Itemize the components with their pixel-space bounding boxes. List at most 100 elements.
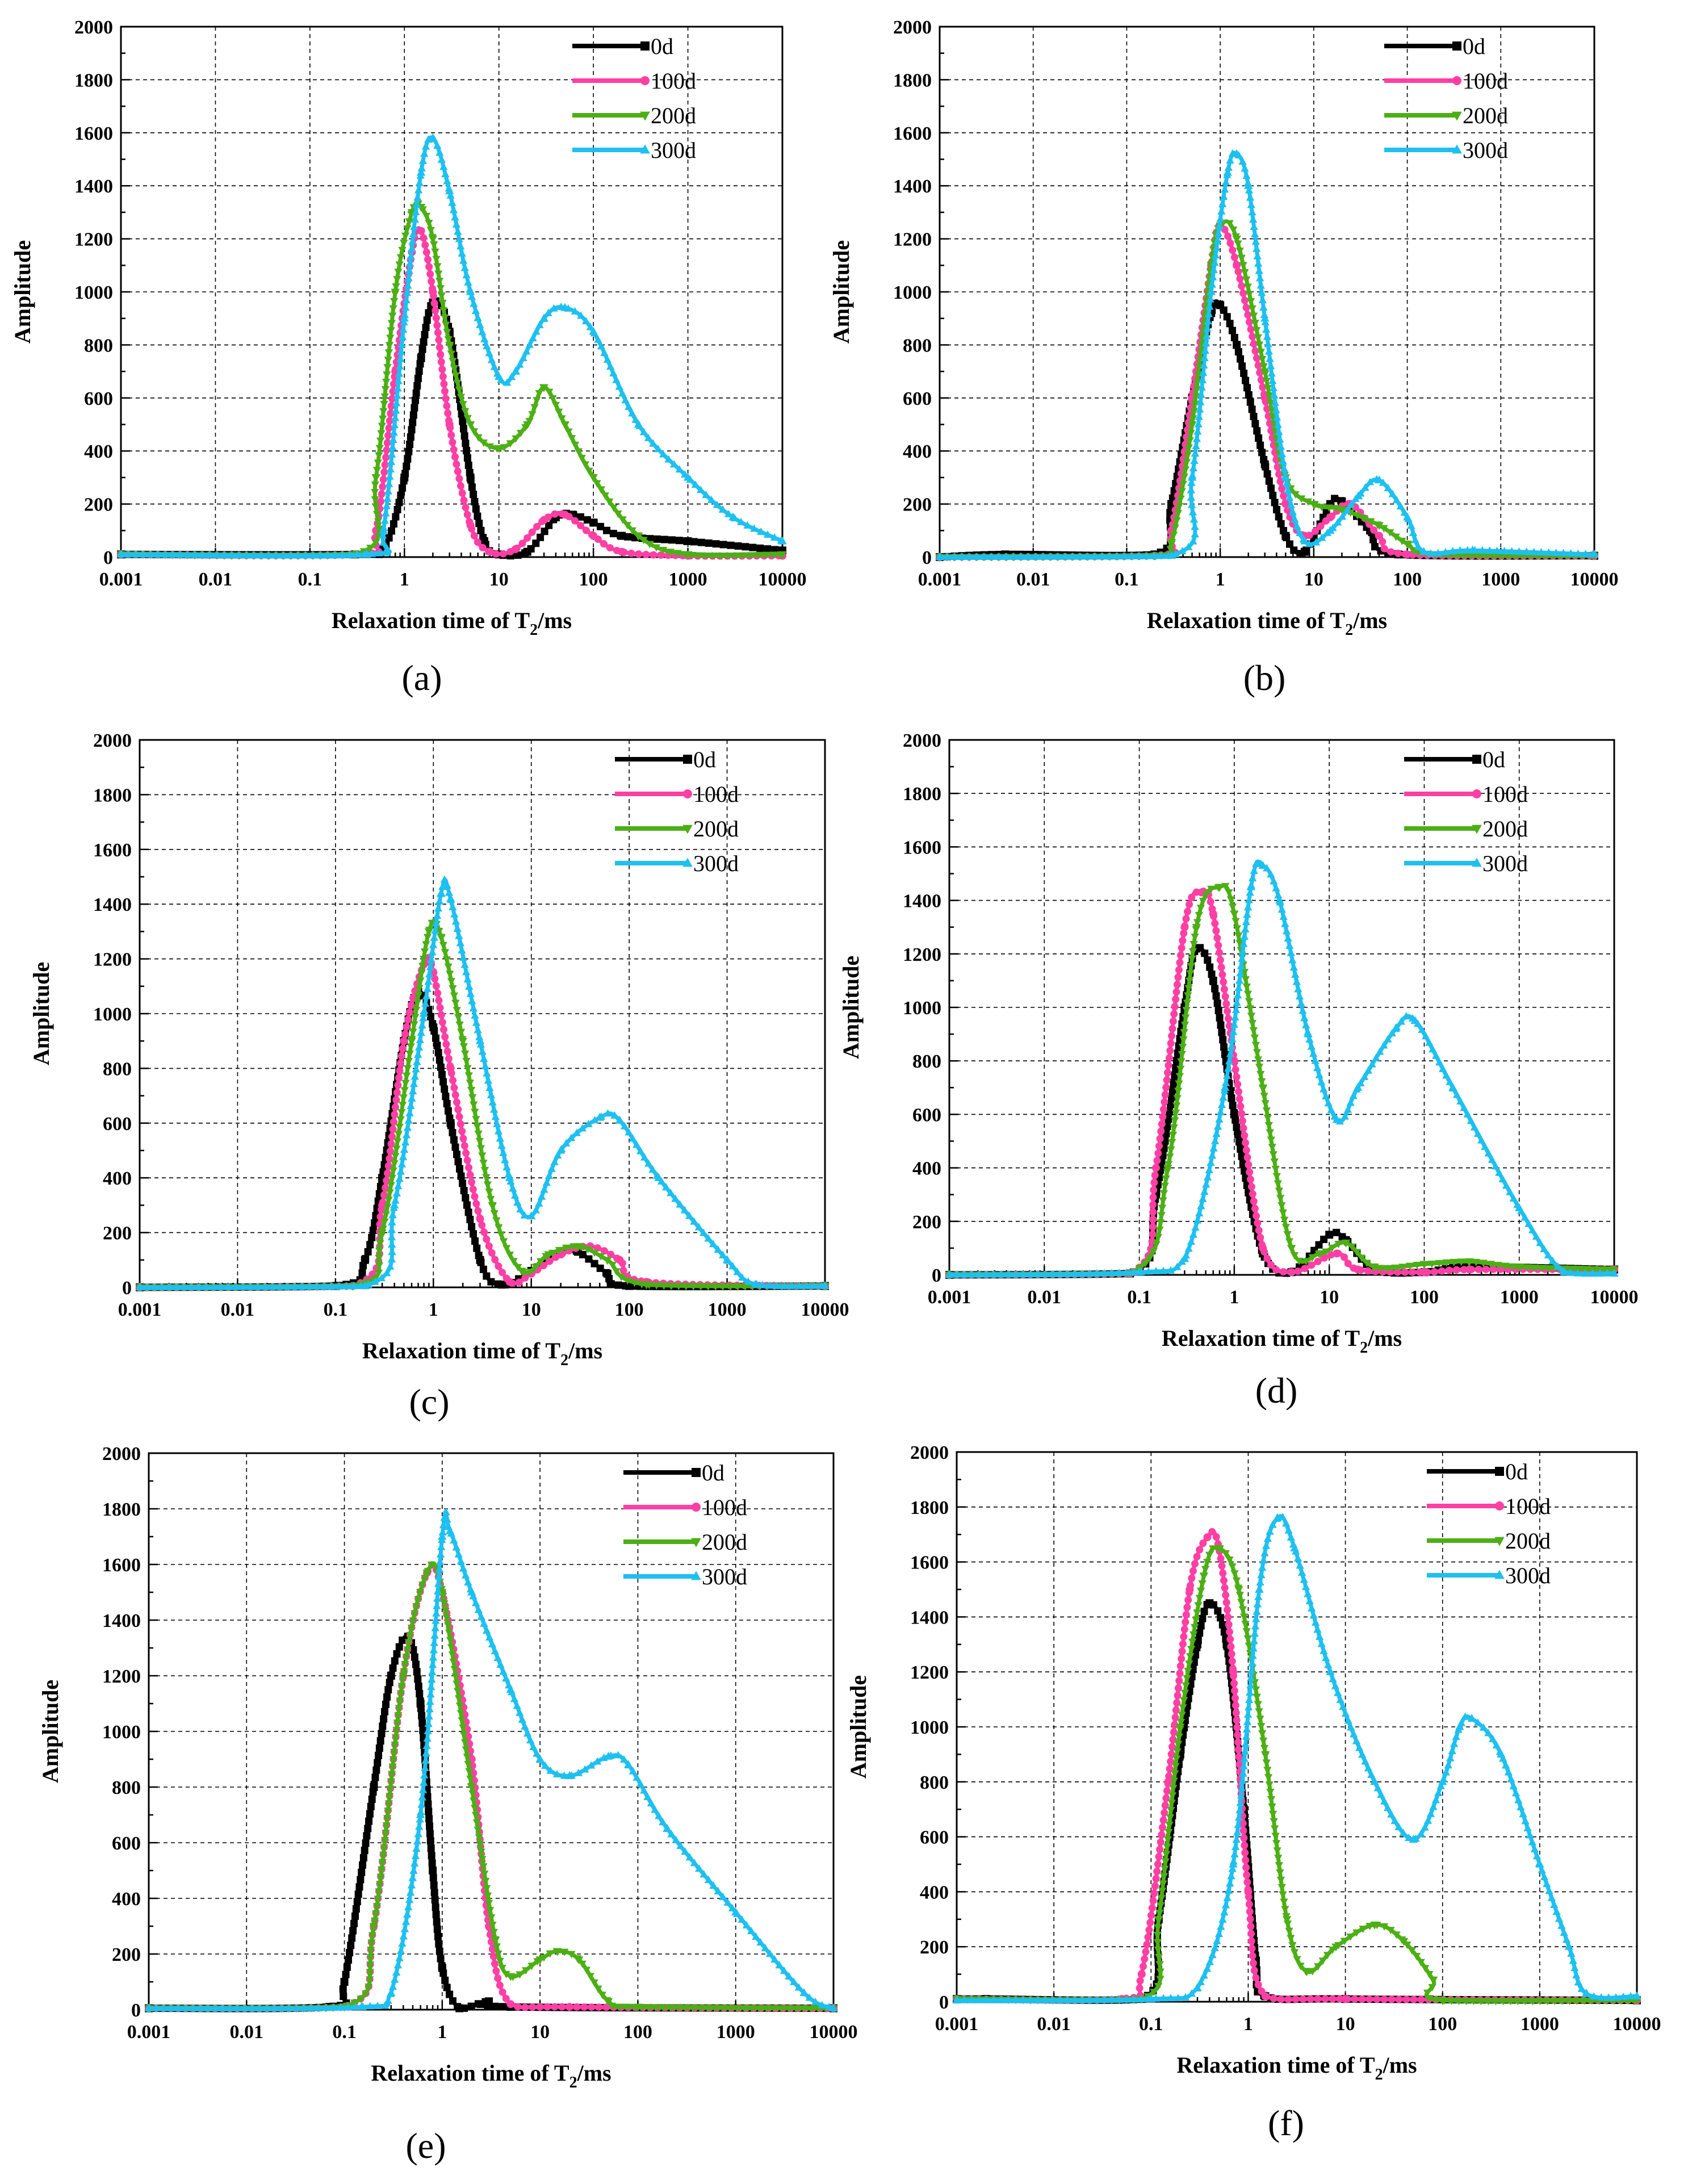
data-point bbox=[388, 527, 396, 535]
data-point bbox=[471, 306, 480, 314]
data-point bbox=[375, 525, 383, 533]
data-point bbox=[405, 218, 413, 226]
data-point bbox=[1205, 1166, 1213, 1174]
data-point bbox=[432, 314, 440, 322]
data-point bbox=[493, 1119, 501, 1127]
data-point bbox=[935, 552, 944, 560]
data-point bbox=[1212, 244, 1221, 252]
data-point bbox=[1247, 1183, 1255, 1191]
data-point bbox=[1360, 515, 1368, 523]
data-point bbox=[1175, 503, 1184, 511]
data-point bbox=[691, 480, 700, 488]
data-point bbox=[555, 1246, 564, 1254]
x-axis-title-main: Relaxation time of T bbox=[1147, 608, 1346, 633]
data-point bbox=[376, 437, 385, 445]
x-tick-label: 0.1 bbox=[324, 1299, 348, 1320]
data-point bbox=[607, 1280, 615, 1288]
data-point bbox=[728, 1262, 737, 1270]
data-point bbox=[474, 313, 482, 321]
x-tick-label: 0.01 bbox=[1037, 2014, 1071, 2035]
data-point bbox=[1217, 1101, 1226, 1108]
data-point bbox=[463, 1156, 471, 1164]
data-point bbox=[471, 1108, 479, 1116]
data-point bbox=[406, 1888, 415, 1896]
data-point bbox=[392, 513, 400, 521]
data-point bbox=[401, 232, 410, 240]
x-tick-label: 10 bbox=[1336, 2014, 1355, 2035]
data-point bbox=[769, 551, 778, 559]
data-point bbox=[471, 1193, 479, 1200]
data-point bbox=[1200, 1187, 1209, 1195]
legend-marker-0d bbox=[692, 1468, 701, 1477]
data-point bbox=[454, 1014, 463, 1022]
data-point bbox=[371, 481, 379, 489]
data-point bbox=[361, 1281, 370, 1290]
data-point bbox=[1191, 934, 1199, 942]
data-point bbox=[456, 939, 465, 947]
data-point bbox=[1253, 1049, 1262, 1057]
data-point bbox=[157, 1283, 166, 1291]
data-point bbox=[718, 553, 726, 560]
data-point bbox=[1274, 1180, 1282, 1188]
data-point bbox=[1184, 444, 1193, 452]
data-point bbox=[614, 510, 622, 518]
data-point bbox=[411, 1653, 418, 1661]
y-tick-label: 800 bbox=[84, 335, 113, 356]
data-point bbox=[1189, 515, 1199, 523]
data-point bbox=[1347, 500, 1355, 508]
data-point bbox=[1143, 1940, 1151, 1948]
data-point bbox=[441, 1976, 449, 1984]
data-point bbox=[470, 299, 478, 307]
data-point bbox=[399, 1932, 408, 1940]
data-point bbox=[1266, 354, 1274, 362]
data-point bbox=[1144, 1933, 1152, 1941]
data-point bbox=[1154, 1860, 1162, 1868]
chart-panel-a: 0.001 0.01 0.1 1 10 100 1000 100000200400600800… bbox=[10, 17, 807, 698]
data-point bbox=[370, 1783, 378, 1791]
data-point bbox=[1325, 504, 1334, 512]
data-point bbox=[1197, 390, 1205, 398]
data-point bbox=[588, 2003, 596, 2011]
data-point bbox=[1371, 543, 1379, 551]
data-point bbox=[1251, 320, 1259, 328]
data-point bbox=[634, 533, 643, 541]
data-point bbox=[1242, 1139, 1250, 1147]
data-point bbox=[405, 447, 413, 455]
data-point bbox=[445, 1055, 453, 1062]
data-point bbox=[1216, 949, 1224, 957]
data-point bbox=[1229, 246, 1237, 254]
data-point bbox=[1220, 185, 1229, 193]
data-point bbox=[1283, 479, 1291, 487]
data-point bbox=[1250, 1197, 1258, 1205]
x-axis-title-main: Relaxation time of T bbox=[362, 1338, 561, 1363]
data-point bbox=[478, 328, 487, 336]
data-point bbox=[403, 225, 412, 233]
data-point bbox=[1254, 1056, 1263, 1064]
data-point bbox=[627, 549, 635, 557]
data-point bbox=[433, 1925, 441, 1933]
data-point bbox=[431, 926, 439, 934]
data-point bbox=[1308, 1261, 1316, 1269]
data-point bbox=[1220, 985, 1228, 993]
data-point bbox=[1236, 275, 1244, 283]
data-point bbox=[391, 1657, 399, 1665]
data-point bbox=[397, 1160, 407, 1168]
chart-panel-c: 0.001 0.01 0.1 1 10 100 1000 100000200400600800… bbox=[28, 730, 849, 1422]
data-point bbox=[442, 1040, 450, 1048]
y-tick-label: 400 bbox=[912, 1158, 941, 1179]
data-point bbox=[1242, 918, 1251, 926]
data-point bbox=[462, 1194, 470, 1202]
series-line-100d bbox=[119, 226, 785, 558]
legend-label-0d: 0d bbox=[1463, 34, 1485, 59]
data-point bbox=[1192, 393, 1200, 401]
data-point bbox=[1246, 882, 1256, 890]
data-point bbox=[400, 473, 409, 482]
data-point bbox=[383, 364, 392, 372]
data-point bbox=[642, 1281, 651, 1290]
data-point bbox=[1384, 484, 1392, 492]
data-point bbox=[460, 960, 469, 968]
data-point bbox=[413, 1668, 421, 1676]
data-point bbox=[590, 1116, 599, 1124]
data-point bbox=[479, 543, 487, 551]
data-point bbox=[466, 521, 475, 529]
